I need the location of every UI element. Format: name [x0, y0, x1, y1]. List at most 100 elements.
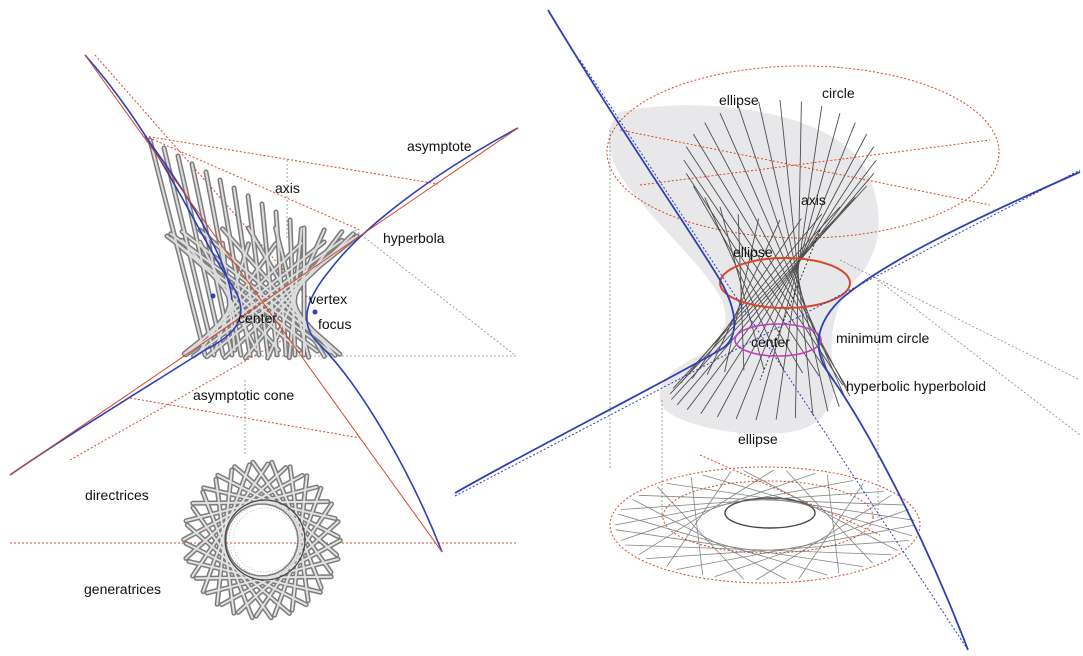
top-rod-highlight	[187, 560, 322, 594]
asymptotes-left	[9, 54, 519, 553]
label-ellipse-top: ellipse	[719, 92, 759, 108]
rod-highlight	[187, 242, 303, 354]
projected-ruling	[798, 483, 864, 579]
label-focus: focus	[318, 316, 351, 332]
projected-ruling	[786, 470, 873, 564]
ruling	[704, 197, 785, 372]
projected-ruling	[617, 513, 828, 576]
top-rod-highlight	[255, 502, 333, 617]
top-rod-highlight	[182, 474, 304, 541]
label-center-right: center	[751, 334, 790, 350]
ruling	[717, 133, 868, 418]
rod-highlight	[163, 147, 215, 356]
ruling	[700, 146, 875, 415]
label-directrices: directrices	[85, 487, 149, 503]
label-axis-left: axis	[275, 180, 300, 196]
rod-highlight	[221, 227, 337, 357]
projected-ruling	[632, 498, 787, 580]
top-rod-highlight	[202, 486, 337, 520]
label-hyperbola: hyperbola	[383, 230, 445, 246]
projected-ruling	[621, 491, 884, 510]
projected-ruling	[666, 471, 732, 567]
top-view-core	[224, 499, 306, 581]
projected-ruling	[690, 477, 704, 576]
rod-highlight	[266, 229, 326, 359]
rod-highlight	[247, 195, 269, 356]
top-rod-highlight	[220, 539, 342, 606]
top-rod-highlight	[216, 474, 340, 538]
label-generatrices: generatrices	[84, 581, 161, 597]
right-panel: ellipse circle axis ellipse center minim…	[454, 9, 1081, 651]
top-rod-highlight	[216, 469, 233, 606]
ruling	[704, 122, 851, 397]
top-rod-highlight	[291, 474, 308, 611]
top-rod-highlight	[270, 461, 323, 589]
top-rod-highlight	[185, 486, 318, 522]
projected-ruling	[614, 480, 854, 526]
left-panel: asymptote axis hyperbola vertex center f…	[9, 54, 519, 621]
rod-highlight	[191, 163, 233, 356]
rod-highlight	[289, 219, 296, 356]
label-asymptote: asymptote	[407, 138, 472, 154]
rod-highlight	[177, 155, 224, 356]
projected-ruling	[676, 524, 916, 570]
rod-highlight	[275, 211, 287, 356]
top-rod-highlight	[195, 575, 333, 580]
top-rod-highlight	[233, 465, 338, 556]
label-center-left: center	[238, 310, 277, 326]
ruling	[735, 122, 856, 420]
rod-highlight	[219, 179, 251, 356]
top-rod-highlight	[289, 465, 310, 602]
focus-points-left	[210, 293, 318, 315]
ruling	[737, 105, 840, 407]
label-ellipse-mid: ellipse	[733, 244, 773, 260]
label-axis-right: axis	[801, 192, 826, 208]
top-rod-highlight	[251, 461, 332, 574]
projected-ruling	[625, 544, 892, 556]
rod-highlight	[149, 139, 206, 356]
hyperboloid-surface	[608, 105, 879, 434]
asymptotes-right	[454, 9, 1081, 651]
surface-rulings	[669, 99, 877, 421]
bottom-projection	[609, 466, 921, 584]
projected-ruling	[638, 494, 905, 506]
projected-ruling	[638, 469, 774, 556]
top-rod-highlight	[191, 500, 329, 505]
ruling	[758, 101, 829, 412]
projected-ruling	[666, 483, 915, 521]
projected-ruling	[714, 509, 910, 578]
projected-ruling	[646, 540, 909, 559]
top-rod-highlight	[206, 558, 339, 594]
bottom-rulings	[614, 469, 916, 581]
rod-highlight	[205, 171, 242, 356]
label-ellipse-bottom: ellipse	[738, 431, 778, 447]
ruling	[683, 159, 834, 381]
rod-highlight	[233, 187, 260, 356]
helper-lines-right	[609, 130, 1081, 520]
ruling	[671, 185, 868, 400]
projected-ruling	[620, 472, 816, 541]
projected-ruling	[702, 474, 913, 537]
rod-bundle-side-highlight	[149, 139, 358, 359]
label-circle: circle	[822, 85, 855, 101]
ruling	[737, 214, 745, 371]
ruling	[692, 185, 803, 374]
ruling	[691, 218, 802, 379]
ruling	[685, 146, 844, 386]
projected-ruling	[743, 470, 898, 552]
top-rod-highlight	[237, 520, 340, 614]
rod-highlight	[169, 237, 301, 352]
label-minimum-circle: minimum circle	[836, 330, 930, 346]
projected-ruling	[657, 486, 744, 580]
ruling	[706, 219, 781, 375]
projected-ruling	[756, 494, 892, 581]
label-vertex: vertex	[309, 291, 347, 307]
ruling	[755, 112, 841, 421]
minimum-circle	[734, 323, 822, 357]
label-hyperbolic-hyperboloid: hyperbolic hyperboloid	[846, 378, 986, 394]
ellipse-middle	[719, 257, 851, 309]
rod-highlight	[261, 203, 278, 356]
ruling	[686, 159, 877, 410]
projected-ruling	[826, 474, 840, 573]
